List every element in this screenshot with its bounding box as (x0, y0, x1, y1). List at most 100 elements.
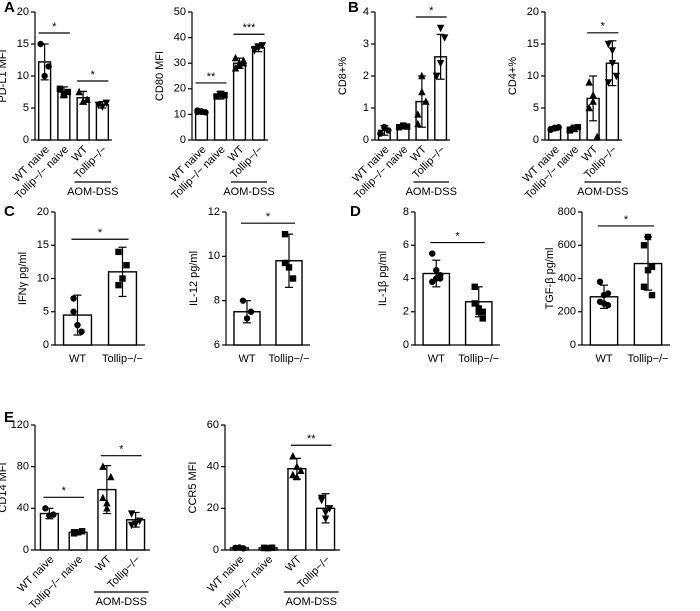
y-tick-label: 0 (403, 339, 409, 351)
bar (57, 91, 71, 141)
data-point (285, 264, 293, 271)
data-point (102, 99, 111, 108)
data-point (593, 132, 601, 140)
data-point (395, 124, 403, 131)
x-tick-label: WT (428, 353, 445, 365)
significance-label: * (455, 230, 460, 242)
data-point (107, 472, 115, 481)
data-point (440, 34, 449, 42)
x-tick-label: Tollip−/− (458, 353, 499, 365)
data-point (37, 40, 44, 48)
x-tick-label: WT (238, 353, 255, 365)
y-tick-label: 40 (17, 502, 29, 514)
group-label: AOM-DSS (406, 186, 457, 198)
data-point (596, 278, 604, 286)
data-point (50, 511, 57, 518)
data-point (78, 528, 86, 535)
data-point (94, 101, 103, 109)
y-tick-label: 0 (570, 339, 576, 351)
y-tick-label: 8 (403, 206, 409, 218)
data-point (437, 271, 444, 279)
y-tick-label: 0 (23, 134, 29, 146)
data-point (436, 24, 445, 33)
y-tick-label: 0 (43, 339, 49, 351)
data-point (264, 544, 272, 552)
y-axis-label: CD4+% (507, 57, 519, 95)
data-point (317, 496, 326, 505)
significance-label: * (52, 21, 57, 33)
data-point (56, 85, 64, 92)
data-point (432, 72, 441, 81)
y-tick-label: 20 (527, 6, 539, 18)
data-point (127, 521, 136, 530)
data-point (41, 72, 48, 80)
bar (251, 47, 266, 141)
data-point (418, 87, 426, 96)
data-point (471, 283, 478, 291)
data-point (45, 63, 52, 70)
data-point (422, 97, 430, 105)
data-point (321, 515, 330, 523)
y-tick-label: 10 (208, 250, 220, 262)
y-axis-label: CD80 MFI (154, 51, 166, 101)
data-point (604, 40, 613, 49)
bar (422, 272, 451, 346)
data-point (123, 262, 130, 269)
y-tick-label: 5 (43, 306, 49, 318)
data-point (217, 90, 224, 98)
y-tick-label: 10 (174, 108, 186, 120)
data-point (648, 263, 656, 271)
y-axis-label: CCR5 MFI (187, 462, 199, 514)
y-tick-label: 2 (363, 70, 369, 82)
significance-label: * (91, 69, 96, 81)
bar (194, 111, 209, 141)
data-point (70, 295, 77, 302)
y-tick-label: 200 (558, 306, 576, 318)
y-tick-label: 5 (23, 102, 29, 114)
data-point (83, 95, 91, 103)
data-point (232, 544, 239, 552)
x-tick-label: WT (69, 353, 86, 365)
y-tick-label: 40 (207, 461, 219, 473)
y-tick-label: 15 (37, 239, 49, 251)
data-point (78, 328, 85, 335)
data-point (385, 127, 392, 134)
y-tick-label: 0 (180, 134, 186, 146)
y-axis-label: IL-1β pg/ml (377, 251, 389, 306)
data-point (240, 545, 247, 552)
data-point (99, 462, 107, 470)
y-tick-label: 10 (17, 70, 29, 82)
data-point (418, 71, 426, 80)
significance-label: * (624, 214, 629, 226)
data-point (74, 529, 82, 536)
data-point (75, 87, 83, 96)
data-point (377, 130, 384, 137)
data-point (325, 505, 334, 513)
panel-label: E (4, 409, 14, 426)
panel-label: C (4, 203, 15, 220)
data-point (570, 124, 578, 132)
y-tick-label: 60 (207, 419, 219, 431)
data-point (213, 93, 220, 100)
group-label: AOM-DSS (67, 186, 118, 198)
data-point (585, 103, 593, 112)
y-axis-label: PD-L1 MFI (0, 49, 9, 102)
y-tick-label: 800 (558, 206, 576, 218)
data-point (403, 123, 411, 130)
y-tick-label: 20 (37, 206, 49, 218)
data-point (281, 230, 289, 238)
data-point (293, 472, 301, 481)
data-point (239, 297, 247, 304)
data-point (604, 301, 612, 309)
data-point (644, 266, 652, 274)
significance-label: *** (243, 22, 257, 34)
significance-label: * (98, 227, 103, 239)
data-point (268, 544, 276, 551)
y-tick-label: 15 (17, 38, 29, 50)
data-point (79, 97, 87, 105)
data-point (98, 103, 107, 111)
y-tick-label: 4 (403, 272, 409, 284)
data-point (471, 300, 478, 307)
data-point (551, 124, 558, 132)
x-tick-label: WT (283, 553, 304, 574)
